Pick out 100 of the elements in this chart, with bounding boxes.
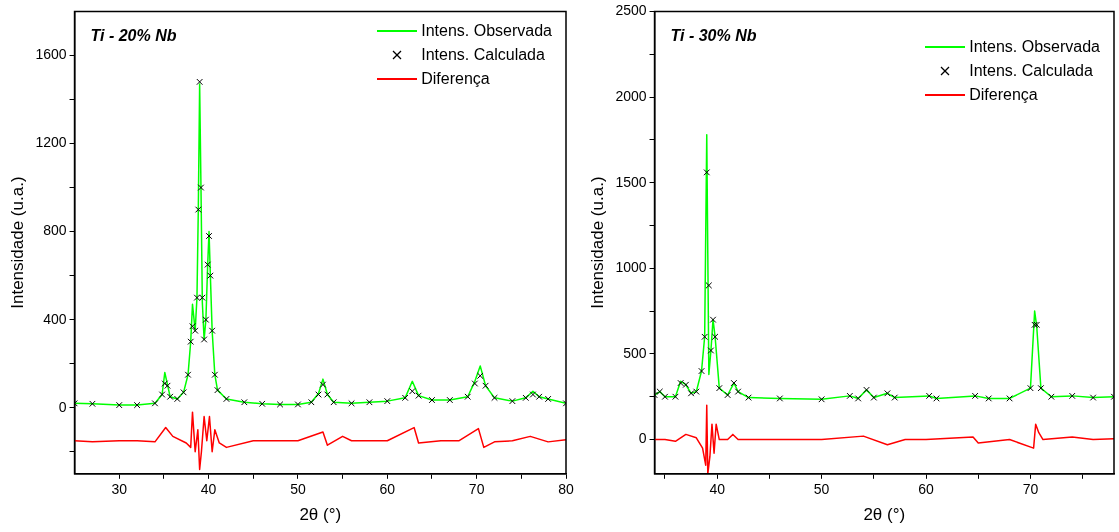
point [1037, 384, 1045, 392]
point [701, 333, 708, 341]
x-tick-label: 50 [813, 481, 830, 498]
point [294, 401, 302, 408]
point [1033, 321, 1041, 329]
point [324, 391, 331, 398]
point [854, 395, 862, 402]
point [158, 391, 166, 398]
point [401, 394, 409, 402]
point [776, 395, 784, 402]
point [211, 371, 219, 379]
point [200, 336, 208, 343]
y-tick-label: 800 [43, 222, 67, 239]
point [446, 396, 454, 404]
point [672, 393, 679, 401]
point [971, 392, 979, 400]
point [223, 395, 230, 403]
point [207, 272, 214, 279]
point [199, 294, 206, 301]
legend-label: Diferença [969, 85, 1038, 106]
point [985, 395, 993, 402]
point [870, 394, 878, 401]
point [193, 294, 201, 301]
point [189, 322, 196, 330]
point [544, 395, 552, 403]
point [202, 316, 210, 323]
point [366, 398, 373, 406]
point [476, 372, 484, 380]
point [258, 400, 266, 408]
legend-label: Intens. Observada [969, 37, 1100, 58]
point [846, 392, 854, 400]
point [187, 338, 195, 346]
text: Ti - 20% Nb [90, 27, 177, 46]
point [884, 389, 891, 397]
point [214, 386, 221, 394]
y-tick-label: 2000 [615, 87, 647, 104]
point [1031, 321, 1038, 329]
point [692, 388, 700, 395]
point [863, 386, 870, 394]
x-tick-label: 60 [918, 481, 935, 498]
point [383, 397, 391, 405]
y-tick-label: 0 [638, 430, 647, 447]
x-tick-label: 70 [1022, 481, 1039, 498]
point [529, 391, 537, 398]
point [115, 401, 123, 409]
point [818, 395, 825, 403]
point [330, 398, 337, 406]
point [196, 78, 203, 86]
point [173, 395, 181, 403]
y-tick-label: 1500 [615, 173, 647, 190]
point [319, 381, 327, 388]
point [348, 400, 355, 407]
point [891, 394, 899, 401]
point [184, 371, 192, 379]
x-tick-label: 60 [379, 481, 396, 498]
point [180, 389, 187, 396]
point [745, 394, 752, 401]
point [276, 401, 284, 408]
point [925, 392, 933, 400]
x-tick-label: 80 [558, 481, 574, 498]
point [509, 397, 516, 405]
point [522, 394, 530, 402]
point [89, 400, 96, 408]
point [482, 382, 489, 390]
x-tick-label: 30 [111, 481, 128, 498]
point [734, 388, 742, 395]
y-tick-label: 1600 [35, 46, 67, 63]
y-tick-label: 400 [43, 310, 67, 327]
point [491, 394, 498, 402]
x-axis-title: 2θ (°) [299, 505, 342, 525]
point [1048, 393, 1055, 401]
x-tick-label: 70 [468, 481, 485, 498]
point [194, 206, 202, 213]
point [682, 381, 690, 389]
point [1027, 384, 1034, 392]
point [204, 261, 212, 268]
text: Ti - 30% Nb [670, 27, 757, 46]
legend-label: Intens. Observada [421, 21, 552, 42]
legend-label: Intens. Calculada [421, 45, 545, 66]
point [730, 379, 738, 387]
point [415, 392, 422, 399]
legend-label: Intens. Calculada [969, 61, 1093, 82]
x-tick-label: 40 [200, 481, 217, 498]
point [709, 316, 717, 323]
point [698, 367, 705, 375]
point [705, 282, 713, 289]
point [208, 327, 216, 335]
x-tick-label: 40 [709, 481, 726, 498]
point [715, 384, 723, 392]
point [703, 169, 711, 176]
point [1068, 392, 1076, 400]
y-axis-title: Intensidade (u.a.) [587, 176, 607, 309]
y-tick-label: 1200 [35, 134, 67, 151]
point [133, 401, 141, 409]
x-tick-label: 50 [290, 481, 306, 498]
point [535, 393, 543, 401]
point [166, 393, 174, 401]
point [724, 391, 731, 399]
y-tick-label: 2500 [615, 2, 647, 19]
point [656, 388, 664, 395]
